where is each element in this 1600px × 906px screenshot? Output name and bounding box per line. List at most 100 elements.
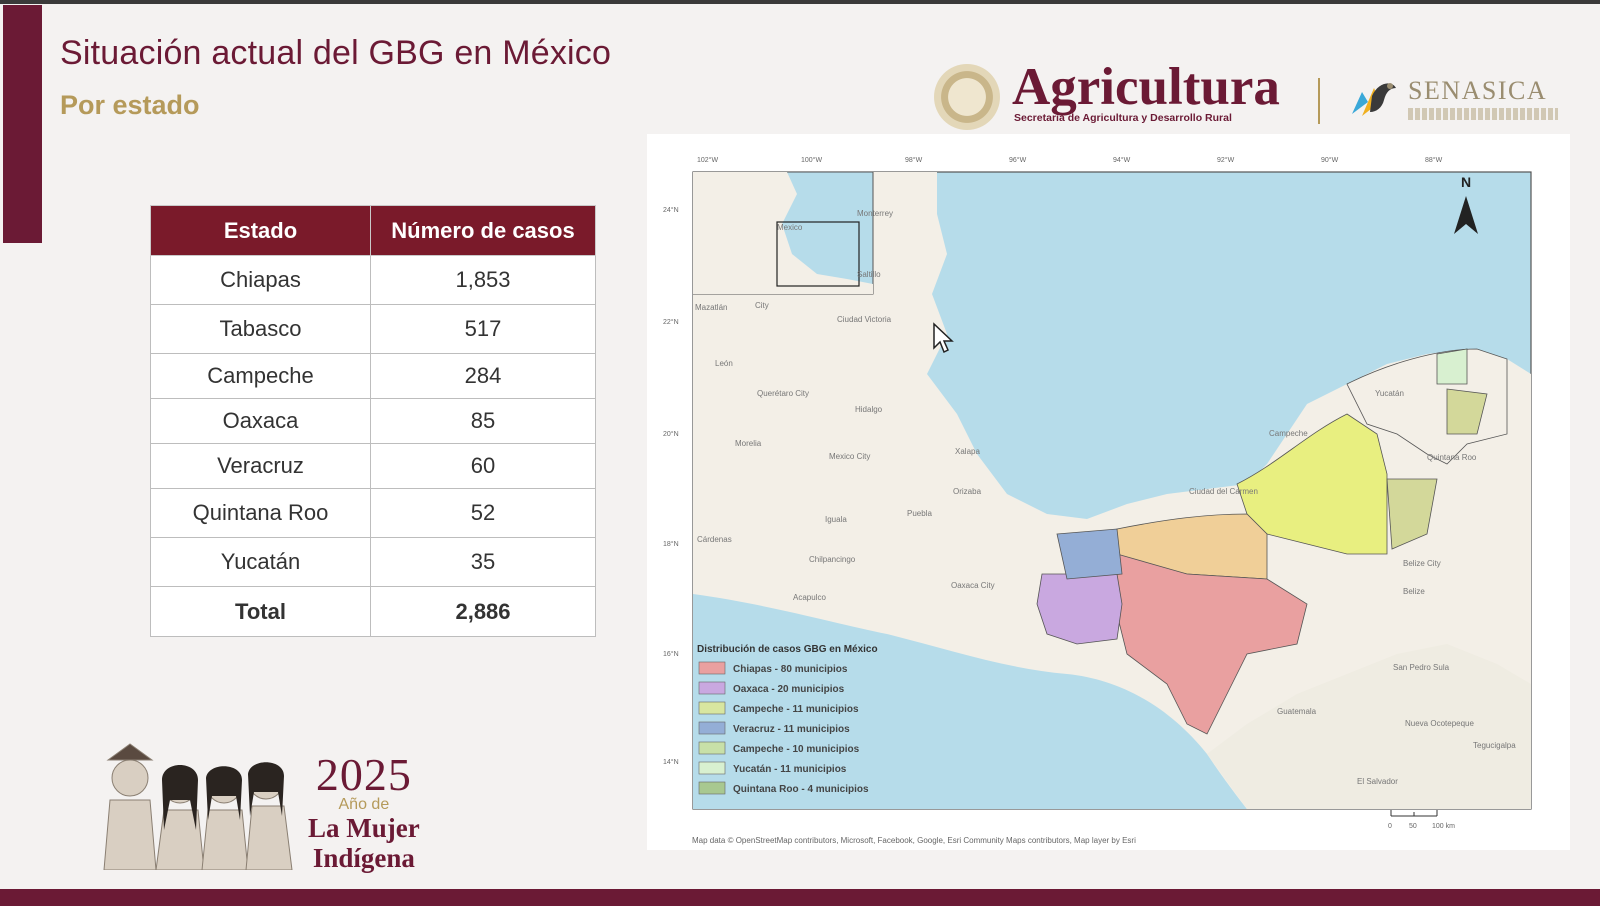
lat-ticks: 24°N 22°N 20°N 18°N 16°N 14°N (663, 206, 679, 766)
table-total-row: Total 2,886 (150, 586, 596, 637)
state-cell: Chiapas (150, 255, 371, 305)
place-label: Hidalgo (855, 405, 883, 414)
lon-tick: 98°W (905, 156, 923, 164)
cases-cell: 517 (370, 304, 596, 354)
place-label: El Salvador (1357, 777, 1398, 786)
scale-label: 50 (1409, 823, 1417, 830)
state-cell: Oaxaca (150, 398, 371, 444)
place-label: Quintana Roo (1427, 453, 1477, 462)
scale-bar: 0 50 100 km (1388, 810, 1455, 830)
slide-subtitle: Por estado (60, 90, 200, 120)
pacific-ocean (693, 594, 1247, 809)
lon-tick: 88°W (1425, 156, 1443, 164)
place-label: Guatemala (1277, 707, 1317, 716)
table-header-row: Estado Número de casos (150, 205, 596, 256)
legend-swatch (698, 721, 726, 735)
place-label: Mazatlán (695, 303, 727, 312)
place-label: Belize City (1403, 559, 1441, 568)
place-label: Cárdenas (697, 535, 732, 544)
region-campeche-11 (1236, 413, 1388, 555)
mexico-seal-logo (934, 64, 1000, 130)
slide-title: Situación actual del GBG en México (60, 34, 612, 72)
senasica-subtitle-graphic (1408, 108, 1558, 120)
legend-swatch (698, 661, 726, 675)
region-quintana-roo-4 (1386, 478, 1438, 550)
lon-tick: 96°W (1009, 156, 1027, 164)
place-label: Ciudad Victoria (837, 315, 892, 324)
place-label: Saltillo (857, 270, 881, 279)
legend-label: Oaxaca - 20 municipios (733, 684, 845, 695)
legend-label: Veracruz - 11 municipios (733, 724, 850, 735)
cases-cell: 35 (370, 537, 596, 587)
central-america-land (1207, 644, 1531, 809)
place-label: Orizaba (953, 487, 982, 496)
inset-extent-box (776, 221, 860, 287)
legend-label: Chiapas - 80 municipios (733, 664, 848, 675)
place-label: Xalapa (955, 447, 980, 456)
lon-tick: 102°W (697, 156, 718, 164)
place-label: Iguala (825, 515, 847, 524)
year-line1: Año de (338, 796, 390, 813)
year-line3: Indígena (312, 843, 415, 873)
header-estado: Estado (150, 205, 371, 256)
lat-tick: 18°N (663, 540, 679, 548)
state-cell: Yucatán (150, 537, 371, 587)
legend-swatch (698, 761, 726, 775)
legend-swatch (698, 681, 726, 695)
legend-label: Yucatán - 11 municipios (733, 764, 847, 775)
place-label: Belize (1403, 587, 1425, 596)
agricultura-logo: Agricultura Secretaría de Agricultura y … (1012, 58, 1280, 124)
cases-cell: 85 (370, 398, 596, 444)
lon-tick: 92°W (1217, 156, 1235, 164)
scale-label: 100 km (1432, 823, 1455, 830)
place-label: Yucatán (1375, 389, 1404, 398)
agricultura-wordmark: Agricultura (1012, 58, 1280, 116)
map-legend: Distribución de casos GBG en México Chia… (697, 644, 878, 795)
state-cell: Campeche (150, 353, 371, 399)
legend-label: Campeche - 11 municipios (733, 704, 859, 715)
year-line2: La Mujer (308, 813, 420, 843)
bottom-accent-bar (0, 889, 1600, 906)
cases-table: Estado Número de casos Chiapas 1,853 Tab… (150, 205, 596, 637)
lon-ticks: 102°W 100°W 98°W 96°W 94°W 92°W 90°W 88°… (697, 156, 1443, 164)
lat-tick: 22°N (663, 318, 679, 326)
senasica-wordmark: SENASICA (1408, 76, 1548, 105)
place-label: Querétaro City (757, 389, 809, 398)
state-cell: Tabasco (150, 304, 371, 354)
total-value-cell: 2,886 (370, 586, 596, 637)
year-2025-badge: 2025 Año de La Mujer Indígena (308, 749, 420, 874)
table-row: Oaxaca 85 (150, 398, 596, 444)
north-label: N (1461, 174, 1471, 190)
gbg-distribution-map: N 24°N 22°N 20°N 18°N 16°N 14°N 102°W 10… (663, 156, 1532, 830)
mouse-cursor-icon (933, 322, 954, 354)
left-accent-bar (3, 5, 42, 243)
state-cell: Veracruz (150, 443, 371, 489)
place-label: Chilpancingo (809, 555, 856, 564)
place-label: Oaxaca City (951, 581, 995, 590)
legend-swatch (698, 701, 726, 715)
region-yucatan-11 (1436, 348, 1468, 385)
scale-label: 0 (1388, 823, 1392, 830)
inset-land (693, 172, 873, 294)
region-chiapas-80 (1116, 553, 1308, 735)
lat-tick: 20°N (663, 430, 679, 438)
table-row: Campeche 284 (150, 353, 596, 399)
legend-swatch (698, 781, 726, 795)
place-label: Ciudad del Carmen (1189, 487, 1258, 496)
table-row: Yucatán 35 (150, 537, 596, 587)
map-credits: Map data © OpenStreetMap contributors, M… (692, 836, 1136, 845)
cases-cell: 1,853 (370, 255, 596, 305)
lat-tick: 24°N (663, 206, 679, 214)
logo-divider (1318, 78, 1320, 124)
cases-cell: 60 (370, 443, 596, 489)
year-number: 2025 (315, 749, 412, 800)
table-row: Chiapas 1,853 (150, 255, 596, 305)
header-numero-casos: Número de casos (370, 205, 596, 256)
place-label: City (755, 301, 769, 310)
state-cell: Quintana Roo (150, 488, 371, 538)
indigenous-women-illustration (103, 743, 293, 870)
total-label-cell: Total (150, 586, 371, 637)
place-label: Puebla (907, 509, 932, 518)
lon-tick: 94°W (1113, 156, 1131, 164)
legend-label: Quintana Roo - 4 municipios (733, 784, 869, 795)
